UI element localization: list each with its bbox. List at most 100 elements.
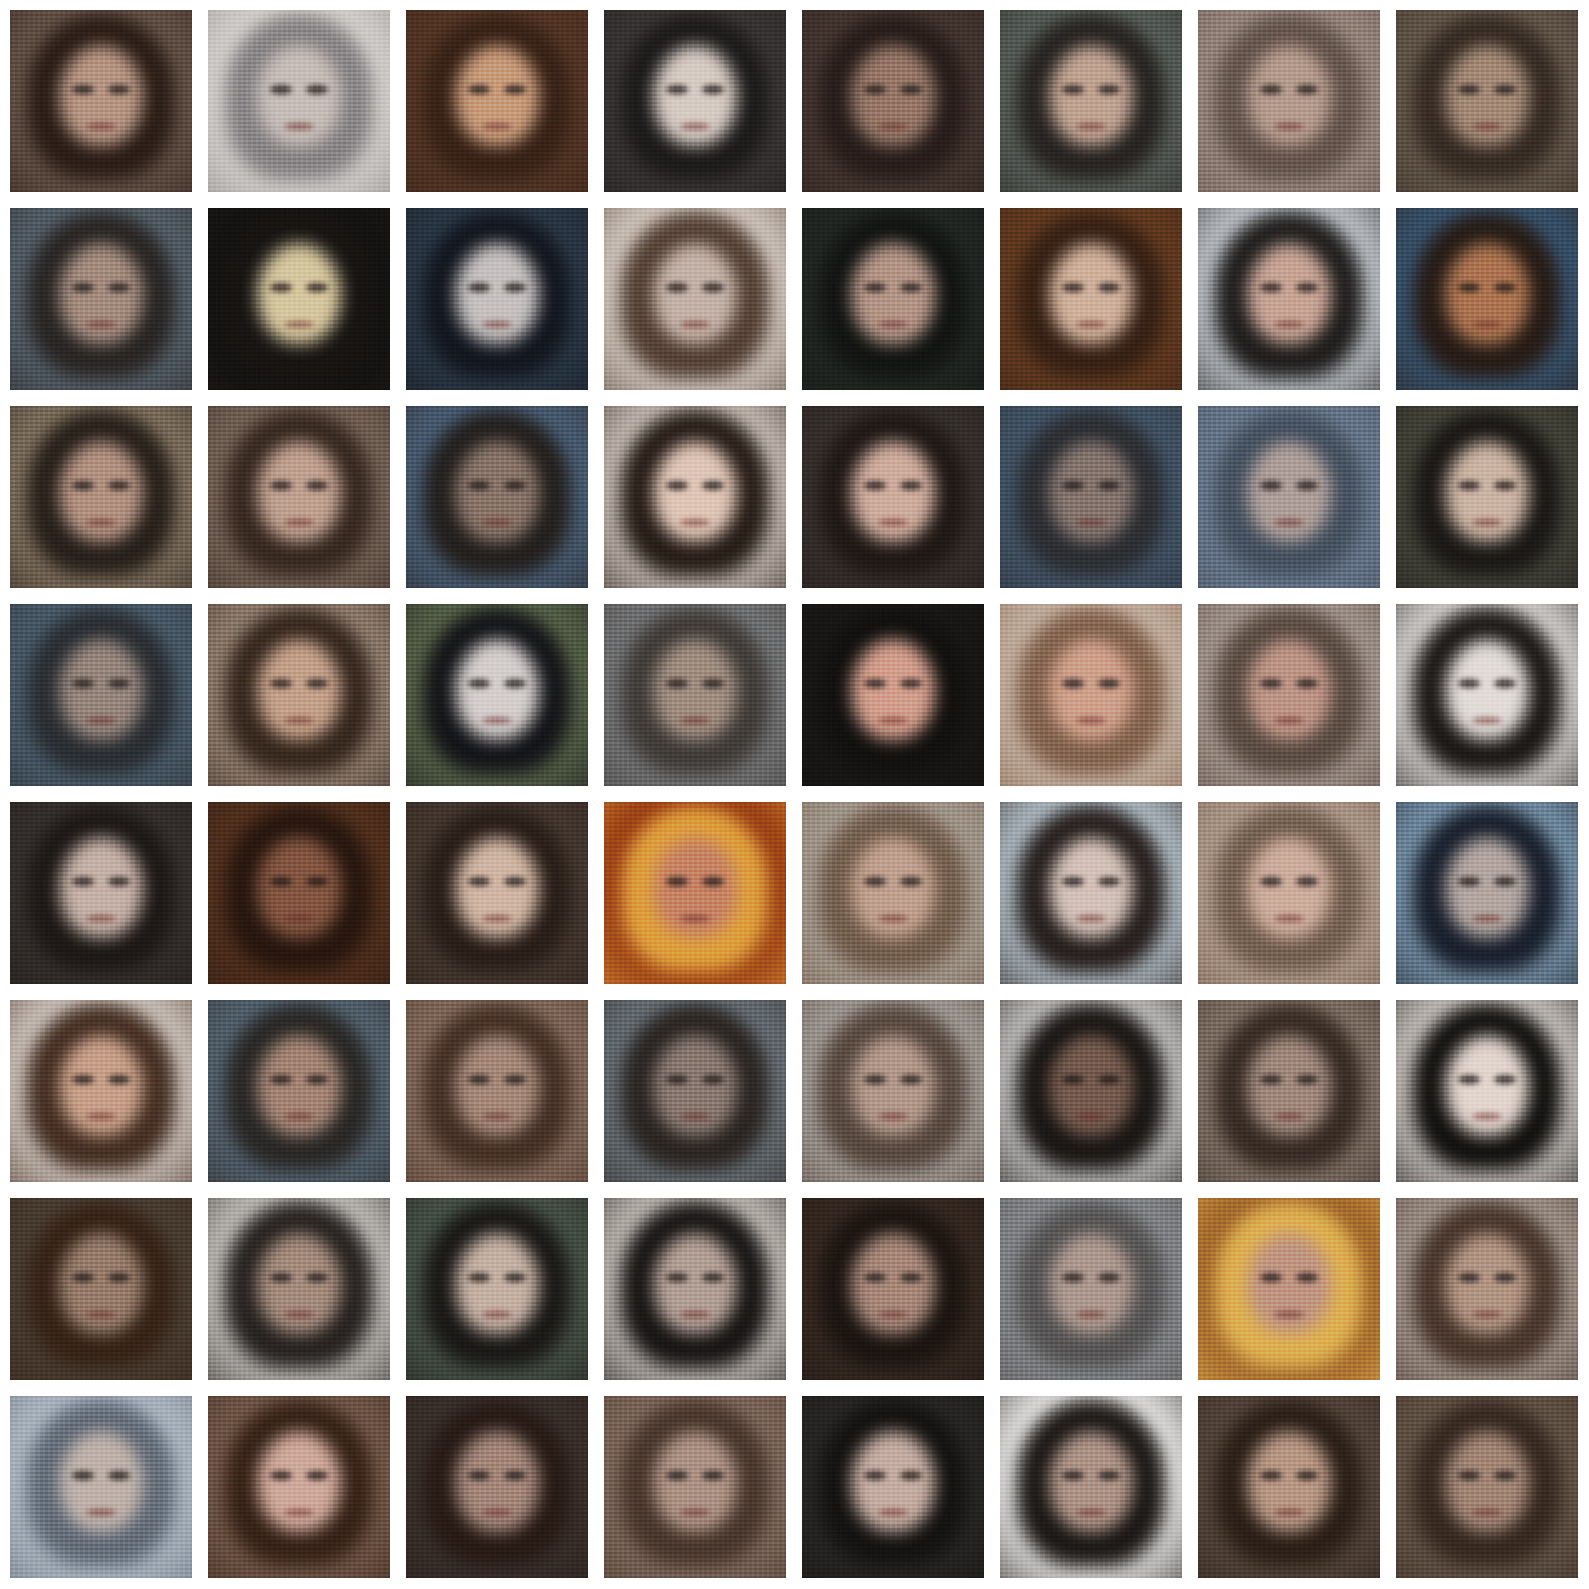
face-tile-r7-c7 — [1198, 1198, 1380, 1380]
left-eye — [1259, 1272, 1282, 1282]
left-eye — [665, 876, 688, 886]
face-tile-r2-c5 — [802, 208, 984, 390]
noise-texture — [802, 406, 984, 588]
mouth — [1274, 1508, 1304, 1517]
face-tile-r4-c5 — [802, 604, 984, 786]
right-eye — [1494, 1272, 1517, 1282]
left-eye — [1061, 1074, 1084, 1084]
noise-texture — [406, 604, 588, 786]
noise-texture — [802, 10, 984, 192]
right-eye — [900, 876, 923, 886]
right-eye — [504, 1272, 527, 1282]
right-eye — [702, 678, 725, 688]
left-eye — [665, 1272, 688, 1282]
face-tile-r3-c4 — [604, 406, 786, 588]
noise-texture — [406, 1000, 588, 1182]
left-eye — [269, 876, 292, 886]
face-tile-r6-c5 — [802, 1000, 984, 1182]
noise-texture — [1198, 1000, 1380, 1182]
noise-texture — [208, 10, 390, 192]
face-tile-r8-c1 — [10, 1396, 192, 1578]
noise-texture — [1000, 406, 1182, 588]
right-eye — [702, 480, 725, 490]
right-eye — [1098, 480, 1121, 490]
left-eye — [863, 1470, 886, 1480]
right-eye — [702, 84, 725, 94]
mouth — [680, 914, 710, 923]
noise-texture — [1396, 1000, 1578, 1182]
right-eye — [900, 84, 923, 94]
left-eye — [269, 1074, 292, 1084]
noise-texture — [406, 1396, 588, 1578]
mouth — [1076, 1508, 1106, 1517]
mouth — [482, 716, 512, 725]
noise-texture — [208, 1000, 390, 1182]
right-eye — [1296, 480, 1319, 490]
right-eye — [900, 480, 923, 490]
face-tile-r2-c2 — [208, 208, 390, 390]
noise-texture — [802, 604, 984, 786]
noise-texture — [406, 802, 588, 984]
face-tile-r7-c6 — [1000, 1198, 1182, 1380]
face-tile-r1-c7 — [1198, 10, 1380, 192]
left-eye — [71, 1470, 94, 1480]
mouth — [680, 1508, 710, 1517]
face-tile-r3-c3 — [406, 406, 588, 588]
right-eye — [306, 282, 329, 292]
mouth — [1274, 518, 1304, 527]
left-eye — [467, 84, 490, 94]
right-eye — [504, 84, 527, 94]
right-eye — [504, 1074, 527, 1084]
mouth — [878, 518, 908, 527]
mouth — [878, 914, 908, 923]
right-eye — [1494, 282, 1517, 292]
noise-texture — [1198, 208, 1380, 390]
right-eye — [108, 1470, 131, 1480]
noise-texture — [1396, 208, 1578, 390]
right-eye — [306, 1074, 329, 1084]
left-eye — [269, 84, 292, 94]
noise-texture — [604, 1000, 786, 1182]
noise-texture — [10, 604, 192, 786]
noise-texture — [1198, 10, 1380, 192]
face-tile-r7-c2 — [208, 1198, 390, 1380]
mouth — [86, 716, 116, 725]
mouth — [1076, 914, 1106, 923]
right-eye — [1296, 876, 1319, 886]
left-eye — [1061, 84, 1084, 94]
face-tile-r2-c1 — [10, 208, 192, 390]
left-eye — [1457, 282, 1480, 292]
mouth — [1472, 716, 1502, 725]
mouth — [284, 122, 314, 131]
face-tile-r8-c2 — [208, 1396, 390, 1578]
face-tile-r1-c2 — [208, 10, 390, 192]
left-eye — [1259, 282, 1282, 292]
face-tile-r7-c8 — [1396, 1198, 1578, 1380]
mouth — [1472, 320, 1502, 329]
left-eye — [863, 480, 886, 490]
left-eye — [1259, 678, 1282, 688]
left-eye — [467, 480, 490, 490]
right-eye — [306, 1272, 329, 1282]
left-eye — [665, 84, 688, 94]
left-eye — [1061, 876, 1084, 886]
noise-texture — [1000, 208, 1182, 390]
mouth — [680, 716, 710, 725]
face-tile-r6-c6 — [1000, 1000, 1182, 1182]
left-eye — [665, 480, 688, 490]
mouth — [1274, 1112, 1304, 1121]
face-tile-r5-c5 — [802, 802, 984, 984]
noise-texture — [208, 1198, 390, 1380]
left-eye — [1457, 876, 1480, 886]
mouth — [680, 1112, 710, 1121]
right-eye — [1098, 1074, 1121, 1084]
mouth — [86, 1508, 116, 1517]
mouth — [284, 1310, 314, 1319]
noise-texture — [1000, 1198, 1182, 1380]
face-tile-r7-c1 — [10, 1198, 192, 1380]
right-eye — [504, 1470, 527, 1480]
right-eye — [108, 282, 131, 292]
mouth — [482, 914, 512, 923]
mouth — [878, 1112, 908, 1121]
noise-texture — [10, 406, 192, 588]
